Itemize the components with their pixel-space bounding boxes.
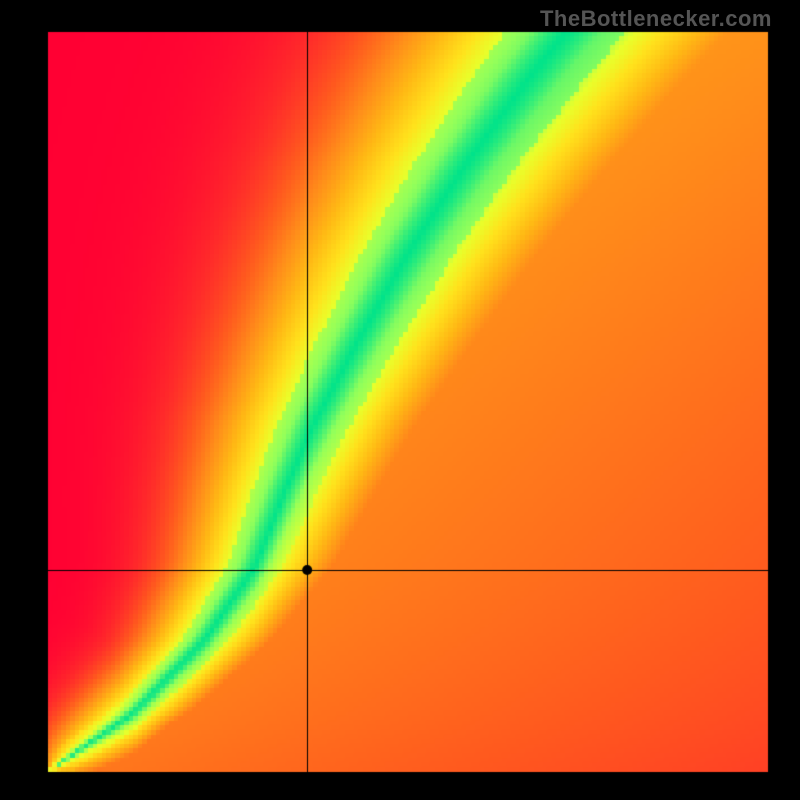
chart-container: TheBottlenecker.com bbox=[0, 0, 800, 800]
watermark-text: TheBottlenecker.com bbox=[540, 6, 772, 32]
heatmap-canvas bbox=[0, 0, 800, 800]
